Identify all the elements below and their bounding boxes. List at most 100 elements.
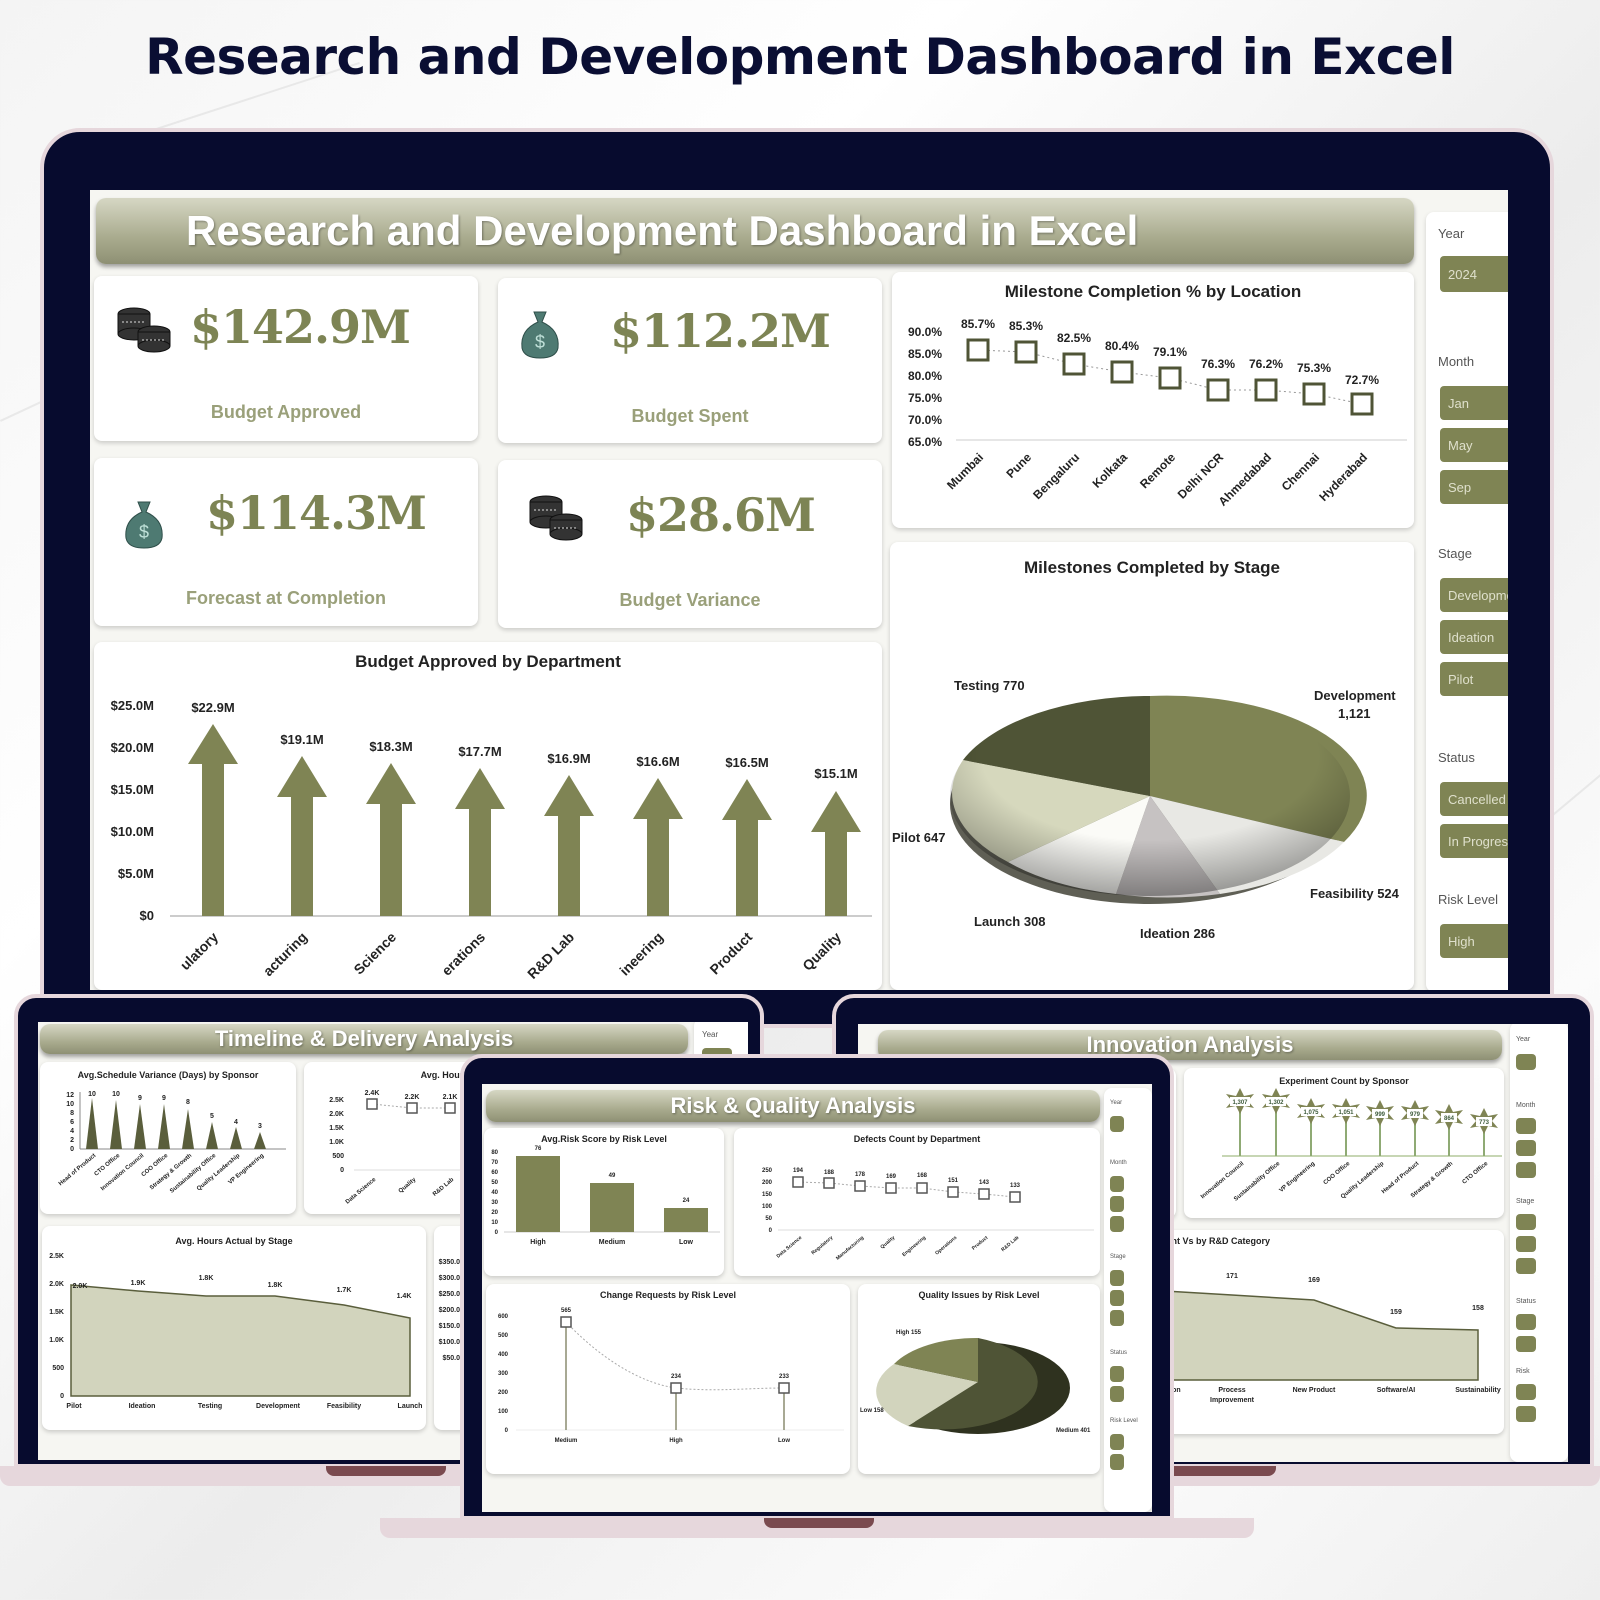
svg-text:Quality: Quality <box>799 929 844 974</box>
svg-text:Launch: Launch <box>398 1403 423 1410</box>
svg-text:75.3%: 75.3% <box>1297 361 1331 375</box>
svg-text:Improvement: Improvement <box>1210 1397 1255 1404</box>
slicer-month-1[interactable] <box>1516 1118 1536 1134</box>
svg-text:R&D Lab: R&D Lab <box>524 929 577 982</box>
svg-text:$300.0: $300.0 <box>439 1275 461 1282</box>
timeline-laptop-notch <box>326 1466 446 1476</box>
svg-text:$17.7M: $17.7M <box>458 744 501 759</box>
svg-text:Sustainability: Sustainability <box>1455 1387 1501 1394</box>
slicer-month-2[interactable] <box>1110 1196 1124 1212</box>
slicer-stage-ideation[interactable]: Ideation <box>1440 620 1508 654</box>
svg-text:Quality: Quality <box>398 1177 418 1195</box>
slicer-month-jan[interactable]: Jan <box>1440 386 1508 420</box>
svg-text:acturing: acturing <box>260 929 310 979</box>
slicer-risk-1[interactable] <box>1516 1384 1536 1400</box>
chart-defects-department: Defects Count by Department 250 200 150 10… <box>734 1128 1100 1276</box>
slicer-status-2[interactable] <box>1110 1386 1124 1402</box>
svg-text:Manufacturing: Manufacturing <box>835 1235 865 1262</box>
slicer-label-stage: Stage <box>1438 546 1472 561</box>
svg-text:300: 300 <box>498 1371 509 1377</box>
slicer-month-3[interactable] <box>1110 1216 1124 1232</box>
slicer-stage-1[interactable] <box>1516 1214 1536 1230</box>
data-labels: $22.9M $19.1M $18.3M $17.7M $16.9M $16.6M $… <box>191 700 857 781</box>
slicer-label-risk: Risk <box>1516 1368 1530 1375</box>
kpi-value: $28.6M <box>626 488 816 542</box>
y-axis: 2.5K 2.0K 1.5K 1.0K 500 0 <box>329 1097 344 1174</box>
kpi-value: $112.2M <box>610 304 831 358</box>
slicer-label-month: Month <box>1438 354 1475 369</box>
coins-icon <box>117 307 171 353</box>
slicer-year[interactable] <box>1516 1054 1536 1070</box>
svg-text:$5.0M: $5.0M <box>118 866 154 881</box>
svg-text:0: 0 <box>60 1393 64 1400</box>
svg-text:$20.0M: $20.0M <box>111 740 154 755</box>
svg-text:COO Office: COO Office <box>1323 1161 1352 1187</box>
line-markers <box>560 1316 790 1394</box>
slicer-label-year: Year <box>1438 226 1465 241</box>
x-axis: Head of Product CTO Office Innovation Co… <box>58 1153 266 1195</box>
svg-text:Product: Product <box>971 1235 990 1252</box>
chart-title: Count Vs by R&D Category <box>1154 1236 1270 1246</box>
svg-text:2.0K: 2.0K <box>329 1111 344 1118</box>
slicer-risk-1[interactable] <box>1110 1434 1124 1450</box>
slicer-stage-2[interactable] <box>1516 1236 1536 1252</box>
svg-text:200: 200 <box>762 1180 773 1186</box>
slicer-month-1[interactable] <box>1110 1176 1124 1192</box>
slicer-risk-2[interactable] <box>1516 1406 1536 1422</box>
slicer-label-month: Month <box>1110 1160 1127 1166</box>
risk-laptop-base <box>380 1518 1254 1538</box>
risk-screen: Risk & Quality Analysis Avg.Risk Score b… <box>482 1084 1152 1512</box>
svg-text:Pilot: Pilot <box>66 1403 82 1410</box>
slicer-stage-3[interactable] <box>1110 1310 1124 1326</box>
pie-slices <box>876 1337 1038 1430</box>
svg-text:2: 2 <box>70 1137 74 1144</box>
svg-text:Low: Low <box>679 1239 694 1246</box>
slicer-stage-development[interactable]: Development <box>1440 578 1508 612</box>
drop-lines <box>565 1322 785 1430</box>
svg-text:1.0K: 1.0K <box>49 1337 64 1344</box>
svg-text:30: 30 <box>491 1200 498 1206</box>
svg-text:1.5K: 1.5K <box>49 1309 64 1316</box>
slicer-status-cancelled[interactable]: Cancelled <box>1440 782 1508 816</box>
svg-text:60: 60 <box>491 1170 498 1176</box>
slicer-stage-1[interactable] <box>1110 1270 1124 1286</box>
svg-text:$22.9M: $22.9M <box>191 700 234 715</box>
slicer-year-2024[interactable]: 2024 <box>1440 256 1508 292</box>
data-labels: 194 188 178 169 168 151 143 133 <box>793 1168 1021 1189</box>
timeline-banner: Timeline & Delivery Analysis <box>40 1024 688 1054</box>
x-axis: Innovation Council Sustainability Office… <box>1200 1161 1490 1203</box>
chart-milestone-location: Milestone Completion % by Location 90.0%… <box>892 272 1414 528</box>
y-axis: 250 200 150 100 50 0 <box>762 1168 773 1234</box>
slicer-status-1[interactable] <box>1516 1314 1536 1330</box>
svg-text:76: 76 <box>535 1146 542 1152</box>
svg-text:$25.0M: $25.0M <box>111 698 154 713</box>
svg-text:2.0K: 2.0K <box>49 1281 64 1288</box>
slicer-risk-high[interactable]: High <box>1440 924 1508 958</box>
slicer-status-1[interactable] <box>1110 1366 1124 1382</box>
slicer-stage-3[interactable] <box>1516 1258 1536 1274</box>
svg-text:Software/AI: Software/AI <box>1377 1387 1416 1394</box>
slicer-status-in-progress[interactable]: In Progress <box>1440 824 1508 858</box>
svg-text:CTO Office: CTO Office <box>1462 1161 1490 1186</box>
slicer-stage-pilot[interactable]: Pilot <box>1440 662 1508 696</box>
svg-text:Science: Science <box>350 929 399 978</box>
svg-text:0: 0 <box>495 1230 499 1236</box>
svg-text:erations: erations <box>438 929 488 979</box>
svg-text:Ideation 286: Ideation 286 <box>1140 926 1215 941</box>
svg-text:4: 4 <box>234 1119 238 1126</box>
svg-text:8: 8 <box>70 1110 74 1117</box>
slicer-month-sep[interactable]: Sep <box>1440 470 1508 504</box>
slicer-risk-2[interactable] <box>1110 1454 1124 1470</box>
svg-text:Delhi NCR: Delhi NCR <box>1175 450 1227 502</box>
slicer-status-2[interactable] <box>1516 1336 1536 1352</box>
slicer-label-stage: Stage <box>1516 1198 1535 1205</box>
slicer-month-may[interactable]: May <box>1440 428 1508 462</box>
slicer-year[interactable] <box>1110 1116 1124 1132</box>
slicer-stage-2[interactable] <box>1110 1290 1124 1306</box>
kpi-value: $142.9M <box>190 300 411 354</box>
y-axis: $350.0 $300.0 $250.0 $200.0 $150.0 $100.0 $… <box>439 1259 461 1362</box>
svg-text:40: 40 <box>491 1190 498 1196</box>
svg-text:High 155: High 155 <box>896 1330 922 1336</box>
slicer-month-3[interactable] <box>1516 1162 1536 1178</box>
slicer-month-2[interactable] <box>1516 1140 1536 1156</box>
